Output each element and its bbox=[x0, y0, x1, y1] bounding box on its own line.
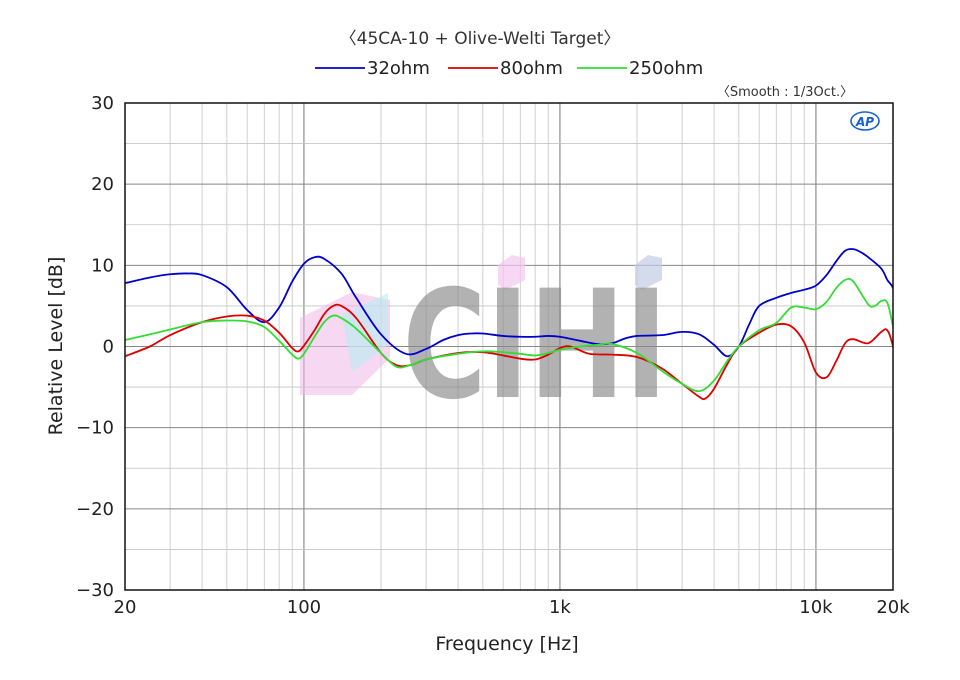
y-tick-label: 0 bbox=[103, 337, 114, 358]
y-tick-label: −10 bbox=[76, 418, 114, 439]
legend: 32ohm 80ohm 250ohm bbox=[315, 58, 703, 79]
x-tick-label: 100 bbox=[287, 597, 321, 618]
watermark: CIHI bbox=[300, 255, 668, 433]
ap-logo-text: AP bbox=[855, 115, 874, 129]
x-axis-label: Frequency [Hz] bbox=[435, 633, 578, 655]
legend-label-80ohm: 80ohm bbox=[500, 58, 563, 79]
y-tick-label: −20 bbox=[76, 499, 114, 520]
watermark-shape bbox=[342, 293, 388, 372]
watermark-shape bbox=[635, 255, 662, 290]
legend-label-32ohm: 32ohm bbox=[367, 58, 430, 79]
x-tick-label: 1k bbox=[549, 597, 571, 618]
x-axis-ticks: 20 100 1k 10k 20k bbox=[114, 597, 911, 618]
legend-label-250ohm: 250ohm bbox=[629, 58, 703, 79]
y-axis-label: Relative Level [dB] bbox=[45, 257, 67, 436]
y-tick-label: −30 bbox=[76, 580, 114, 601]
watermark-text: CIHI bbox=[403, 259, 668, 433]
series-line-32ohm bbox=[125, 248, 893, 358]
chart-title: 〈45CA-10 + Olive-Welti Target〉 bbox=[340, 29, 621, 49]
series-line-250ohm bbox=[125, 277, 893, 393]
ap-logo: AP bbox=[850, 111, 880, 131]
plot-frame bbox=[124, 102, 894, 591]
watermark-shape bbox=[498, 255, 525, 290]
x-tick-label: 20 bbox=[114, 597, 137, 618]
y-axis-ticks: 30 20 10 0 −10 −20 −30 bbox=[76, 93, 114, 601]
y-tick-label: 10 bbox=[91, 255, 114, 276]
grid bbox=[125, 103, 893, 590]
y-tick-label: 20 bbox=[91, 174, 114, 195]
x-tick-label: 20k bbox=[876, 597, 910, 618]
y-tick-label: 30 bbox=[91, 93, 114, 114]
x-tick-label: 10k bbox=[799, 597, 833, 618]
series-lines bbox=[125, 248, 893, 401]
smoothing-note: 〈Smooth : 1/3Oct.〉 bbox=[717, 85, 853, 100]
